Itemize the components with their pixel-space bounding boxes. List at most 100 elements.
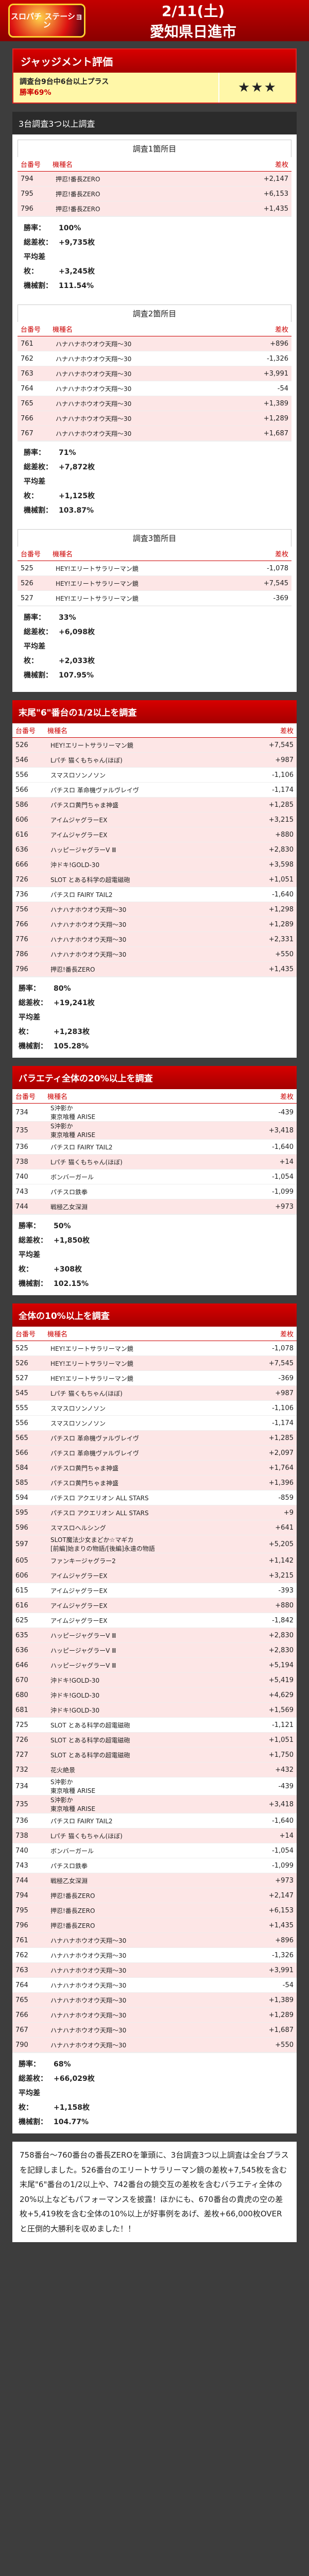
cell-number: 761: [18, 336, 49, 351]
th-machine: 機種名: [44, 1089, 255, 1104]
cell-diff: +1,289: [255, 2007, 297, 2023]
cell-machine: 押忍!番長ZERO: [44, 1903, 255, 1918]
win-rate-label: 勝率：: [19, 2060, 40, 2069]
machine-rate-label: 機械割：: [19, 2118, 47, 2126]
cell-diff: +1,396: [255, 1475, 297, 1490]
cell-machine: 押忍!番長ZERO: [49, 201, 250, 216]
cell-diff: +2,830: [255, 1628, 297, 1643]
cell-machine: ハナハナホウオウ天翔〜30: [44, 1992, 255, 2008]
cell-diff: -1,326: [250, 351, 291, 366]
cell-number: 595: [12, 1505, 44, 1520]
cell-number: 744: [12, 1873, 44, 1888]
table-row: 636 ハッピージャグラーV Ⅲ +2,830: [12, 842, 297, 857]
cell-diff: -439: [255, 1103, 297, 1122]
cell-machine: スマスロソンノソン: [44, 1415, 255, 1431]
cell-machine: ハナハナホウオウ天翔〜30: [49, 426, 250, 441]
cell-diff: +3,598: [255, 857, 297, 872]
win-rate-line: 勝率： 71%: [24, 446, 285, 460]
table-row: 594 パチスロ アクエリオン ALL STARS -859: [12, 1490, 297, 1505]
cell-number: 763: [18, 366, 49, 381]
cell-diff: +7,545: [255, 737, 297, 753]
table-row: 681 沖ドキ!GOLD-30 +1,569: [12, 1702, 297, 1718]
cell-diff: +5,205: [255, 1535, 297, 1553]
cell-diff: +1,687: [255, 2022, 297, 2038]
cell-diff: +2,097: [255, 1445, 297, 1461]
cell-number: 740: [12, 1843, 44, 1858]
th-machine: 機種名: [44, 723, 255, 738]
investigation-heading: 3台調査3つ以上調査: [12, 112, 297, 134]
cell-machine: HEY!エリートサラリーマン鏡: [44, 1370, 255, 1386]
table-row: 635 ハッピージャグラーV Ⅲ +2,830: [12, 1628, 297, 1643]
table-row: 762 ハナハナホウオウ天翔〜30 -1,326: [18, 351, 291, 366]
table-row: 605 ファンキージャグラー2 +1,142: [12, 1553, 297, 1568]
cell-machine: パチスロ黄門ちゃま神盛: [44, 1460, 255, 1476]
cell-diff: +1,569: [255, 1702, 297, 1718]
cell-diff: -439: [255, 1777, 297, 1795]
cell-machine: HEY!エリートサラリーマン鏡: [49, 561, 250, 576]
th-diff: 差枚: [250, 322, 291, 336]
cell-number: 766: [18, 411, 49, 426]
cell-diff: +7,545: [255, 1355, 297, 1371]
cell-diff: -1,640: [255, 1139, 297, 1155]
cell-machine: 沖ドキ!GOLD-30: [44, 1687, 255, 1703]
cell-diff: -1,054: [255, 1843, 297, 1858]
machine-rate-line: 機械割： 104.77%: [19, 2115, 290, 2129]
cell-machine: ハナハナホウオウ天翔〜30: [44, 1947, 255, 1963]
cell-machine: アイムジャグラーEX: [44, 1583, 255, 1598]
table-header-row: 台番号 機種名 差枚: [18, 547, 291, 561]
cell-diff: +5,194: [255, 1657, 297, 1673]
machine-rate-label: 機械割：: [19, 1042, 47, 1050]
win-rate-label: 勝率：: [19, 1222, 40, 1230]
table-row: 743 パチスロ鉄拳 -1,099: [12, 1184, 297, 1199]
evaluation-condition: 調査台9台中6台以上プラス 勝率69%: [13, 73, 218, 103]
table-row: 734 S沖影か 東京喰種 ARISE -439: [12, 1777, 297, 1795]
table-row: 546 Lパチ 猫くもちゃん(ほぼ) +987: [12, 752, 297, 768]
group-title: 調査1箇所目: [18, 140, 291, 157]
cell-number: 732: [12, 1762, 44, 1777]
table-row: 735 S沖影か 東京喰種 ARISE +3,418: [12, 1795, 297, 1814]
cell-diff: +1,051: [255, 872, 297, 887]
th-no: 台番号: [18, 322, 49, 336]
win-rate-value: 50%: [54, 1222, 71, 1230]
cell-machine: パチスロ 革命機ヴァルヴレイヴ: [44, 1430, 255, 1446]
cell-number: 616: [12, 827, 44, 842]
table-row: 556 スマスロソンノソン -1,174: [12, 1415, 297, 1431]
cell-diff: -1,078: [255, 1341, 297, 1356]
table-row: 736 パチスロ FAIRY TAIL2 -1,640: [12, 1813, 297, 1828]
cell-diff: -1,842: [255, 1613, 297, 1628]
table-row: 766 ハナハナホウオウ天翔〜30 +1,289: [12, 917, 297, 932]
cell-machine: アイムジャグラーEX: [44, 812, 255, 827]
table-row: 616 アイムジャグラーEX +880: [12, 827, 297, 842]
evaluation-rate: 勝率69%: [20, 89, 52, 97]
cell-number: 756: [12, 902, 44, 917]
cell-diff: +1,389: [250, 396, 291, 411]
stats-box: 勝率： 68% 総差枚： +66,029枚 平均差枚： +1,158枚 機械割： 104.77…: [12, 2053, 297, 2133]
table-row: 765 ハナハナホウオウ天翔〜30 +1,389: [12, 1992, 297, 2008]
cell-diff: +1,142: [255, 1553, 297, 1568]
cell-number: 646: [12, 1657, 44, 1673]
cell-machine: 花火絶景: [44, 1762, 255, 1777]
cell-diff: +550: [255, 2037, 297, 2053]
average-diff-label: 平均差枚：: [24, 642, 45, 665]
total-diff-value: +6,098枚: [59, 628, 95, 636]
cell-number: 605: [12, 1553, 44, 1568]
total-diff-label: 総差枚：: [24, 463, 53, 471]
cell-machine: ハナハナホウオウ天翔〜30: [49, 396, 250, 411]
overall-heading: 全体の10%以上を調査: [12, 1303, 297, 1327]
table-row: 595 パチスロ アクエリオン ALL STARS +9: [12, 1505, 297, 1520]
cell-diff: +6,153: [250, 186, 291, 201]
th-machine: 機種名: [44, 1327, 255, 1341]
cell-diff: -54: [250, 381, 291, 396]
cell-diff: -1,106: [255, 1400, 297, 1416]
logo: スロパチ ステーション: [8, 4, 85, 38]
summary: 758番台〜760番台の番長ZEROを筆頭に、3台調査3つ以上調査は全台プラスを…: [12, 2142, 297, 2242]
table-row: 586 パチスロ黄門ちゃま神盛 +1,285: [12, 797, 297, 812]
cell-machine: HEY!エリートサラリーマン鏡: [44, 737, 255, 753]
cell-diff: +1,389: [255, 1992, 297, 2008]
cell-machine: ファンキージャグラー2: [44, 1553, 255, 1568]
cell-machine: ハナハナホウオウ天翔〜30: [44, 902, 255, 917]
cell-machine: パチスロ黄門ちゃま神盛: [44, 1475, 255, 1490]
cell-number: 635: [12, 1628, 44, 1643]
cell-number: 795: [12, 1903, 44, 1918]
cell-number: 743: [12, 1184, 44, 1199]
